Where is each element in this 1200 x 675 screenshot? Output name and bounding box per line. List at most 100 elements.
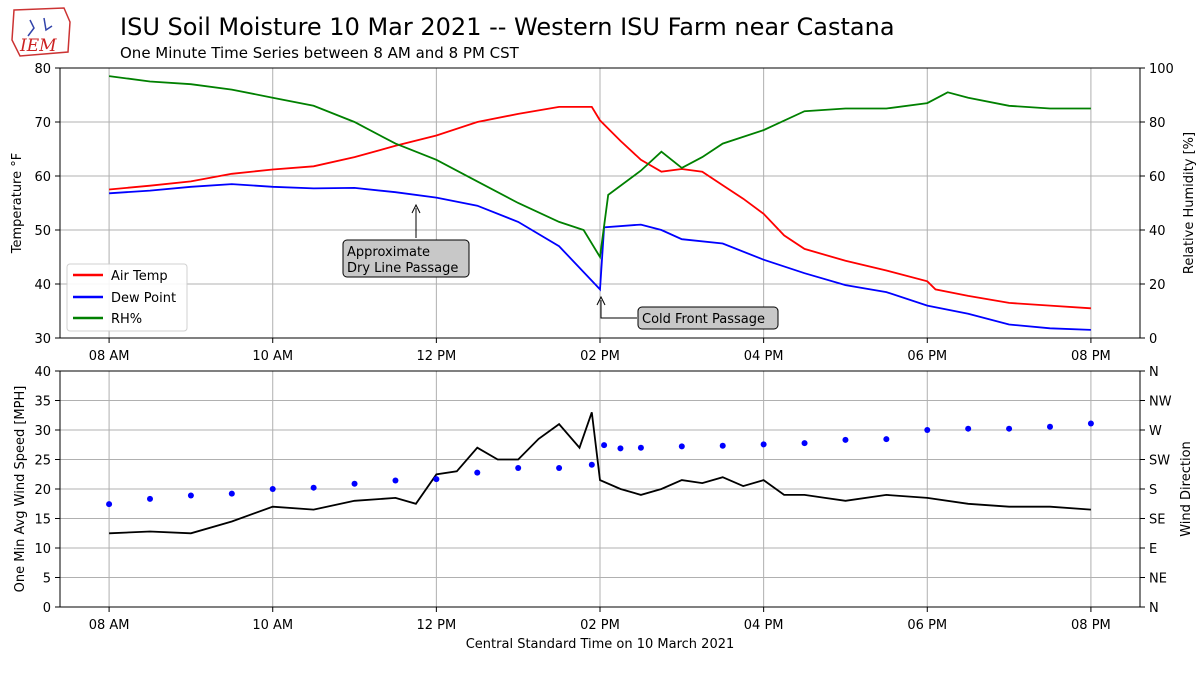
- y2-tick-label: W: [1149, 424, 1162, 439]
- legend-box: [66, 263, 188, 332]
- wind-direction-point: [678, 443, 685, 450]
- wind-direction-point: [187, 492, 194, 499]
- chart-title: ISU Soil Moisture 10 Mar 2021 -- Western…: [120, 13, 895, 41]
- y-tick-label: 30: [34, 332, 51, 347]
- dry-line-arrowhead: [411, 203, 421, 214]
- wind-direction-point: [228, 490, 235, 497]
- wind-direction-point: [760, 441, 767, 448]
- x-tick-label: 08 AM: [89, 349, 130, 364]
- y2-tick-label: 60: [1149, 170, 1166, 185]
- wind-direction-point: [556, 465, 563, 472]
- legend-label-rh: RH%: [111, 312, 142, 327]
- rh--line: [108, 75, 1091, 260]
- x-tick-label: 04 PM: [744, 618, 784, 633]
- y-tick-label: 40: [34, 365, 51, 380]
- logo-text: IEM: [19, 36, 57, 56]
- top-y-ticks: 30 40 50 60 70 80: [34, 62, 60, 347]
- cold-front-arrow: [600, 300, 637, 319]
- wind-direction-point: [617, 445, 624, 452]
- bottom-y2-ticks: N NE E SE S SW W NW N: [1140, 365, 1172, 616]
- x-tick-label: 12 PM: [416, 618, 456, 633]
- y-tick-label: 25: [34, 454, 51, 469]
- y2-tick-label: S: [1149, 483, 1157, 498]
- annotation-dry-line: Approximate Dry Line Passage: [342, 203, 470, 278]
- wind-direction-point: [147, 495, 153, 502]
- air-temp-line: [109, 106, 1091, 310]
- y2-tick-label: 40: [1149, 224, 1166, 239]
- bottom-x-ticks: 08 AM 10 AM 12 PM 02 PM 04 PM 06 PM 08 PM: [89, 607, 1111, 633]
- legend-label-air-temp: Air Temp: [111, 269, 168, 284]
- y2-tick-label: SE: [1149, 513, 1165, 528]
- wind-direction-point: [351, 480, 358, 487]
- x-tick-label: 06 PM: [907, 349, 947, 364]
- bottom-y2-axis-label: Wind Direction: [1179, 441, 1194, 537]
- y2-tick-label: N: [1149, 365, 1159, 380]
- x-tick-label: 08 PM: [1071, 349, 1111, 364]
- wind-direction-point: [106, 501, 113, 508]
- y-tick-label: 60: [34, 170, 51, 185]
- x-axis-label: Central Standard Time on 10 March 2021: [466, 637, 735, 652]
- bottom-y-axis-label: One Min Avg Wind Speed [MPH]: [13, 386, 28, 593]
- wind-direction-point: [1006, 425, 1013, 432]
- cold-front-arrowhead: [596, 295, 606, 306]
- y2-tick-label: N: [1149, 601, 1159, 616]
- y-tick-label: 0: [43, 601, 51, 616]
- wind-direction-point: [965, 425, 972, 432]
- wind-direction-point: [1047, 423, 1053, 430]
- annotation-cold-front: Cold Front Passage: [596, 295, 779, 330]
- wind-direction-point: [601, 442, 608, 449]
- wind-direction-point: [719, 442, 726, 449]
- wind-direction-point: [883, 436, 890, 443]
- x-tick-label: 02 PM: [580, 618, 620, 633]
- y-tick-label: 30: [34, 424, 51, 439]
- x-tick-label: 10 AM: [252, 349, 293, 364]
- top-series: [108, 75, 1091, 331]
- top-x-ticks: 08 AM 10 AM 12 PM 02 PM 04 PM 06 PM 08 PM: [89, 338, 1111, 364]
- wind-direction-point: [474, 469, 481, 476]
- cold-front-text: Cold Front Passage: [642, 312, 765, 327]
- wind-direction-point: [924, 427, 931, 433]
- iem-logo: IEM: [11, 7, 71, 57]
- dry-line-box: [342, 239, 470, 278]
- legend: Air Temp Dew Point RH%: [66, 263, 188, 332]
- legend-item-dew-point: Dew Point: [73, 291, 176, 306]
- legend-label-dew-point: Dew Point: [111, 291, 176, 306]
- bottom-y-ticks: 0 5 10 15 20 25 30 35 40: [34, 365, 60, 616]
- wind-direction-point: [1087, 420, 1094, 427]
- wind-direction-point: [637, 444, 644, 451]
- y-tick-label: 50: [34, 224, 51, 239]
- y2-tick-label: 80: [1149, 116, 1166, 131]
- chart-subtitle: One Minute Time Series between 8 AM and …: [120, 44, 520, 62]
- dry-line-text-1: Approximate: [347, 245, 430, 260]
- wind-direction-point: [515, 465, 522, 472]
- top-y2-ticks: 0 20 40 60 80 100: [1140, 62, 1174, 347]
- y-tick-label: 40: [34, 278, 51, 293]
- wind-direction-point: [310, 484, 317, 491]
- y2-tick-label: 0: [1149, 332, 1157, 347]
- y2-tick-label: NW: [1149, 395, 1172, 410]
- cold-front-box: [637, 306, 779, 330]
- top-y-axis-label: Temperature °F: [10, 153, 25, 254]
- wind-direction-point: [392, 477, 399, 484]
- y-tick-label: 5: [43, 572, 51, 587]
- y2-tick-label: NE: [1149, 572, 1167, 587]
- temperature-humidity-panel: 08 AM 10 AM 12 PM 02 PM 04 PM 06 PM 08 PM 30 40…: [10, 62, 1197, 364]
- wind-direction-point: [433, 476, 440, 483]
- x-tick-label: 02 PM: [580, 349, 620, 364]
- bottom-series: [106, 412, 1094, 535]
- x-tick-label: 10 AM: [252, 618, 293, 633]
- y-tick-label: 20: [34, 483, 51, 498]
- dew-point-line: [109, 183, 1091, 331]
- y2-tick-label: 20: [1149, 278, 1166, 293]
- y-tick-label: 80: [34, 62, 51, 77]
- x-tick-label: 06 PM: [907, 618, 947, 633]
- wind-direction-point: [269, 486, 276, 492]
- x-tick-label: 12 PM: [416, 349, 456, 364]
- wind-panel: 08 AM 10 AM 12 PM 02 PM 04 PM 06 PM 08 PM 0 5 10…: [13, 365, 1194, 652]
- wind-direction-point: [801, 440, 808, 447]
- legend-item-rh: RH%: [73, 312, 142, 327]
- top-y2-axis-label: Relative Humidity [%]: [1182, 132, 1197, 274]
- bottom-grid: [60, 370, 1140, 608]
- y2-tick-label: 100: [1149, 62, 1174, 77]
- y-tick-label: 10: [34, 542, 51, 557]
